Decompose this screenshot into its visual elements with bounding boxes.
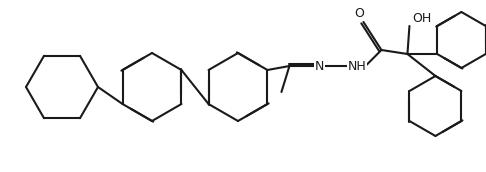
Text: N: N: [315, 60, 324, 73]
Text: OH: OH: [412, 12, 431, 24]
Text: O: O: [354, 7, 364, 19]
Text: NH: NH: [348, 60, 367, 73]
